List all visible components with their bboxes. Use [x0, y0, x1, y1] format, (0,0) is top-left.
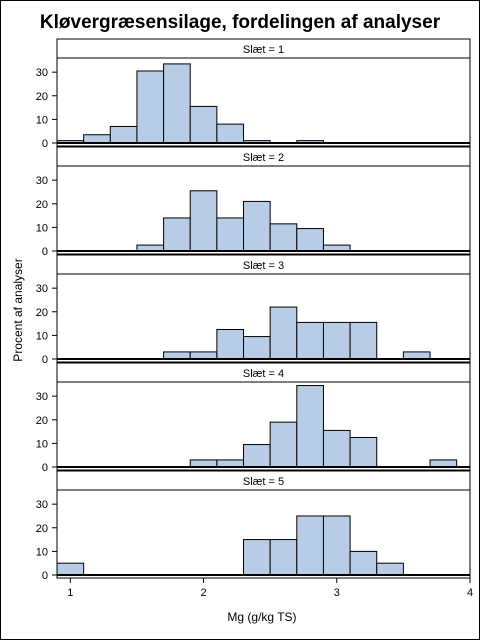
panel-slaet-1: Slæt = 1 0 10 20 30 — [36, 38, 471, 150]
y-tick-label: 0 — [42, 570, 48, 582]
histogram-bar — [243, 336, 271, 360]
histogram-bar — [269, 223, 298, 252]
histogram-bar — [109, 125, 138, 144]
y-tick-label: 30 — [36, 391, 48, 403]
y-tick-label: 0 — [42, 138, 48, 150]
histogram-bar — [189, 190, 218, 252]
x-tick-label: 3 — [334, 587, 340, 599]
y-tick-label: 30 — [36, 283, 48, 295]
x-axis-label: Mg (g/kg TS) — [227, 610, 296, 624]
y-tick-label: 0 — [42, 354, 48, 366]
histogram-bar — [376, 562, 404, 576]
y-tick-label: 10 — [36, 330, 48, 342]
y-tick-label: 30 — [36, 175, 48, 187]
histogram-bar — [163, 63, 191, 144]
panel-label: Slæt = 2 — [243, 152, 284, 164]
x-tick-label: 1 — [67, 587, 73, 599]
histogram-bar — [216, 328, 245, 360]
y-tick-label: 20 — [36, 91, 48, 103]
y-tick-label: 20 — [36, 415, 48, 427]
panel-slaet-5: Slæt = 5 0 10 20 30 — [36, 470, 471, 582]
panel-label: Slæt = 5 — [243, 476, 284, 488]
y-tick-label: 10 — [36, 438, 48, 450]
chart-title: Kløvergræsensilage, fordelingen af analy… — [40, 12, 441, 33]
histogram-bar — [322, 515, 351, 576]
panel-label: Slæt = 3 — [243, 260, 284, 272]
panel-slaet-4: Slæt = 4 0 10 20 30 — [36, 362, 471, 474]
histogram-bar — [216, 217, 245, 252]
histogram-bar — [429, 459, 458, 468]
y-tick-label: 0 — [42, 462, 48, 474]
panel-slaet-3: Slæt = 3 0 10 20 30 — [36, 254, 471, 366]
histogram-bar — [322, 321, 351, 360]
y-tick-label: 20 — [36, 523, 48, 535]
histogram-bar — [216, 459, 245, 468]
histogram-bar — [56, 562, 85, 576]
histogram-bar — [243, 539, 271, 576]
histogram-bar — [349, 321, 378, 360]
histogram-bar — [163, 351, 191, 360]
y-tick-label: 10 — [36, 222, 48, 234]
histogram-bar — [269, 306, 298, 360]
y-tick-label: 30 — [36, 67, 48, 79]
histogram-bar — [189, 351, 218, 360]
histogram-bar — [402, 351, 431, 360]
y-axis-label: Procent af analyser — [11, 258, 25, 361]
panel-label: Slæt = 4 — [243, 368, 284, 380]
histogram-bar — [216, 123, 245, 144]
y-tick-label: 20 — [36, 199, 48, 211]
histogram-bar — [322, 429, 351, 468]
y-tick-label: 30 — [36, 499, 48, 511]
histogram-bar — [163, 217, 191, 252]
histogram-bar — [296, 321, 324, 360]
histogram-bar — [269, 421, 298, 468]
histogram-bar — [349, 436, 378, 468]
histogram-bar — [83, 134, 111, 144]
x-tick-label: 2 — [200, 587, 206, 599]
histogram-bar — [243, 200, 271, 252]
panel-slaet-2: Slæt = 2 0 10 20 30 — [36, 146, 471, 258]
histogram-bar — [189, 105, 218, 144]
y-tick-label: 10 — [36, 114, 48, 126]
histogram-bar — [136, 70, 165, 144]
y-tick-label: 10 — [36, 546, 48, 558]
histogram-bar — [296, 515, 324, 576]
x-tick-label: 4 — [467, 587, 473, 599]
histogram-bar — [269, 539, 298, 576]
histogram-bar — [349, 550, 378, 576]
y-tick-label: 20 — [36, 307, 48, 319]
histogram-bar — [243, 444, 271, 468]
histogram-bar — [296, 385, 324, 468]
histogram-bar — [296, 228, 324, 252]
panel-label: Slæt = 1 — [243, 44, 284, 56]
y-tick-label: 0 — [42, 246, 48, 258]
histogram-bar — [189, 459, 218, 468]
